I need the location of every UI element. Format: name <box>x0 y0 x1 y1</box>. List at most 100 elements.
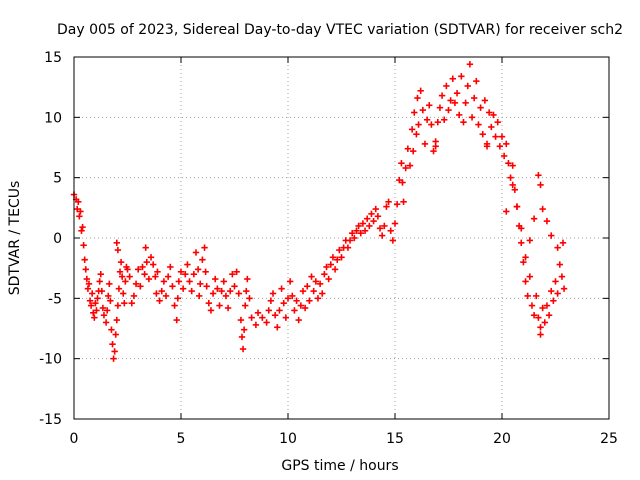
data-point <box>154 268 161 275</box>
x-tick-label: 5 <box>177 431 186 447</box>
data-point <box>445 106 452 114</box>
data-point <box>202 268 209 275</box>
data-point <box>533 292 540 300</box>
data-point <box>132 280 140 288</box>
data-point <box>108 326 115 333</box>
data-point <box>110 355 117 362</box>
x-tick-label: 0 <box>70 431 79 447</box>
data-point <box>280 299 287 307</box>
data-point <box>543 217 551 225</box>
data-point <box>349 229 356 237</box>
data-point <box>81 256 88 263</box>
data-point <box>244 275 251 283</box>
data-point <box>122 278 129 285</box>
data-point <box>498 133 506 140</box>
data-point <box>271 312 279 319</box>
data-point <box>182 271 189 278</box>
data-point <box>173 316 180 324</box>
data-point <box>513 203 521 210</box>
data-point <box>164 273 172 280</box>
data-point <box>177 268 185 275</box>
data-point <box>201 244 208 251</box>
data-point <box>372 205 379 213</box>
data-point <box>406 162 414 169</box>
data-point <box>239 345 247 353</box>
data-point <box>299 287 307 295</box>
data-point <box>507 174 514 181</box>
data-point <box>142 244 149 251</box>
data-point <box>240 326 248 333</box>
data-point <box>103 307 111 314</box>
data-point <box>550 297 557 304</box>
data-point <box>82 266 89 273</box>
data-point <box>109 340 116 348</box>
data-point <box>218 287 225 295</box>
data-point <box>238 333 246 341</box>
data-point <box>115 285 123 292</box>
data-point <box>205 299 213 307</box>
data-point <box>145 275 153 283</box>
data-point <box>99 304 107 312</box>
data-point <box>323 263 330 271</box>
data-point <box>370 217 377 225</box>
data-point <box>470 94 478 102</box>
data-point <box>192 249 200 256</box>
data-point <box>385 198 392 205</box>
data-point <box>87 302 95 309</box>
data-point <box>152 273 159 280</box>
data-point <box>274 324 281 331</box>
data-point <box>267 297 275 304</box>
data-point <box>162 292 170 300</box>
data-point <box>537 324 544 331</box>
data-point <box>483 140 491 148</box>
data-point <box>224 304 232 312</box>
x-axis-label: GPS time / hours <box>281 458 398 474</box>
data-point <box>414 94 421 102</box>
data-point <box>357 229 364 237</box>
data-point <box>393 201 401 208</box>
data-point <box>128 299 135 307</box>
data-point <box>80 242 87 249</box>
data-point <box>554 290 561 297</box>
data-point <box>548 287 555 295</box>
y-tick-labels: -15 -10 -5 0 5 10 15 <box>39 50 62 428</box>
data-point <box>413 131 420 138</box>
data-point <box>76 213 83 220</box>
data-point <box>112 331 119 338</box>
data-point <box>475 121 482 128</box>
data-point <box>147 254 155 261</box>
data-point <box>415 121 422 128</box>
data-point <box>214 285 221 292</box>
data-point <box>124 266 131 273</box>
data-point <box>426 102 433 109</box>
data-point <box>500 152 508 160</box>
data-point <box>118 273 126 280</box>
data-point <box>248 314 255 321</box>
data-point <box>545 312 553 319</box>
data-point <box>259 314 266 321</box>
data-point <box>376 225 384 232</box>
data-point <box>503 208 510 215</box>
data-point <box>235 290 242 297</box>
data-point <box>88 290 96 297</box>
data-point <box>222 292 230 300</box>
data-point <box>105 292 112 300</box>
data-point <box>246 295 253 302</box>
data-point <box>355 222 362 230</box>
data-point <box>518 239 525 247</box>
data-point <box>528 302 536 309</box>
data-point <box>102 319 110 326</box>
data-point <box>75 198 82 205</box>
data-point <box>537 331 544 338</box>
data-point <box>171 302 178 309</box>
data-point <box>94 295 101 302</box>
x-tick-label: 20 <box>493 431 511 447</box>
data-point <box>423 116 431 123</box>
data-point <box>389 237 397 244</box>
data-point <box>344 244 352 251</box>
data-point <box>468 114 476 121</box>
data-point <box>481 97 489 104</box>
data-point <box>114 246 122 254</box>
data-point <box>169 283 176 290</box>
data-point <box>203 283 210 290</box>
